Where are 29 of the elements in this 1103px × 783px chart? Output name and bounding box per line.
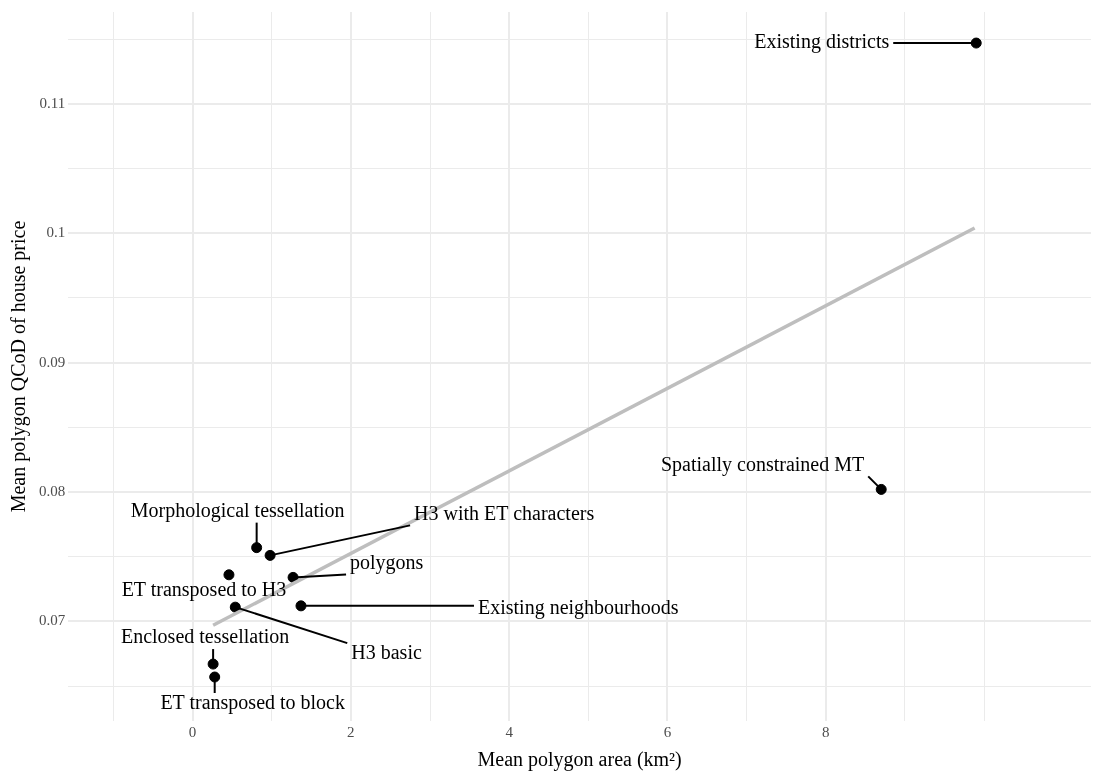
data-label: Spatially constrained MT xyxy=(660,452,865,476)
data-label: Morphological tessellation xyxy=(130,498,345,522)
data-label: Existing districts xyxy=(754,30,890,54)
x-tick-label: 0 xyxy=(188,723,197,740)
data-label: Enclosed tessellation xyxy=(120,625,290,648)
data-label: H3 basic xyxy=(351,641,422,664)
point xyxy=(223,569,235,581)
data-label: ET transposed to block xyxy=(160,691,345,715)
x-tick-label: 4 xyxy=(505,723,514,740)
data-label: H3 with ET characters xyxy=(414,501,595,524)
point xyxy=(251,542,263,554)
point xyxy=(970,37,982,49)
x-tick-label: 8 xyxy=(822,723,830,740)
data-label: ET transposed to H3 xyxy=(121,578,287,602)
y-axis-title: Mean polygon QCoD of house price xyxy=(7,220,31,513)
point xyxy=(209,671,221,683)
y-tick-label: 0.09 xyxy=(39,353,66,370)
y-tick-label: 0.07 xyxy=(39,612,66,629)
x-axis-title: Mean polygon area (km²) xyxy=(477,748,682,772)
point xyxy=(295,600,307,612)
point xyxy=(875,483,887,495)
data-label: Existing neighbourhoods xyxy=(477,596,679,620)
point xyxy=(264,549,276,561)
x-tick-label: 2 xyxy=(347,723,355,740)
x-tick-label: 6 xyxy=(663,723,672,740)
y-tick-label: 0.1 xyxy=(46,224,66,241)
y-tick-label: 0.08 xyxy=(39,482,66,499)
y-tick-label: 0.11 xyxy=(39,94,66,111)
data-label: polygons xyxy=(350,550,424,574)
